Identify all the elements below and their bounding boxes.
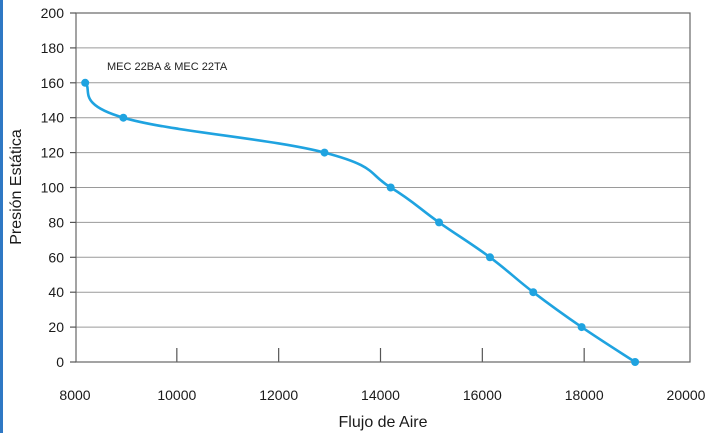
y-tick-label: 120 bbox=[41, 145, 65, 161]
data-point bbox=[386, 183, 395, 192]
x-tick-label: 10000 bbox=[157, 387, 196, 403]
data-point bbox=[577, 323, 586, 332]
data-point bbox=[320, 148, 329, 157]
left-edge-accent bbox=[0, 0, 3, 433]
x-axis-ticks bbox=[176, 348, 585, 362]
y-axis-tick-labels: 0 20 40 60 80 100 120 140 160 180 200 bbox=[41, 5, 76, 370]
y-tick-label: 40 bbox=[48, 284, 64, 300]
data-point bbox=[119, 113, 128, 122]
series-group bbox=[81, 78, 640, 366]
y-tick-label: 60 bbox=[48, 249, 64, 265]
x-tick-label: 14000 bbox=[361, 387, 400, 403]
x-axis-tick-labels: 8000 10000 12000 14000 16000 18000 20000 bbox=[59, 387, 705, 403]
y-tick-label: 20 bbox=[48, 319, 64, 335]
x-tick-label: 8000 bbox=[59, 387, 90, 403]
series-line bbox=[83, 81, 637, 364]
y-tick-label: 80 bbox=[48, 214, 64, 230]
y-tick-label: 140 bbox=[41, 110, 65, 126]
data-point bbox=[435, 218, 444, 227]
data-point bbox=[81, 78, 90, 87]
data-point bbox=[485, 253, 494, 262]
y-axis-title: Presión Estática bbox=[8, 129, 25, 245]
y-tick-label: 180 bbox=[41, 40, 65, 56]
data-point bbox=[631, 358, 640, 366]
y-tick-label: 160 bbox=[41, 75, 65, 91]
y-tick-label: 200 bbox=[41, 5, 65, 21]
x-tick-label: 12000 bbox=[259, 387, 298, 403]
y-tick-label: 0 bbox=[56, 354, 64, 370]
x-axis-title: Flujo de Aire bbox=[339, 414, 428, 431]
annotation: MEC 22BA & MEC 22TA bbox=[107, 61, 228, 73]
data-point bbox=[529, 288, 538, 297]
grid bbox=[76, 47, 690, 328]
x-tick-label: 20000 bbox=[667, 387, 706, 403]
x-tick-label: 16000 bbox=[463, 387, 502, 403]
y-tick-label: 100 bbox=[41, 180, 65, 196]
x-tick-label: 18000 bbox=[565, 387, 604, 403]
